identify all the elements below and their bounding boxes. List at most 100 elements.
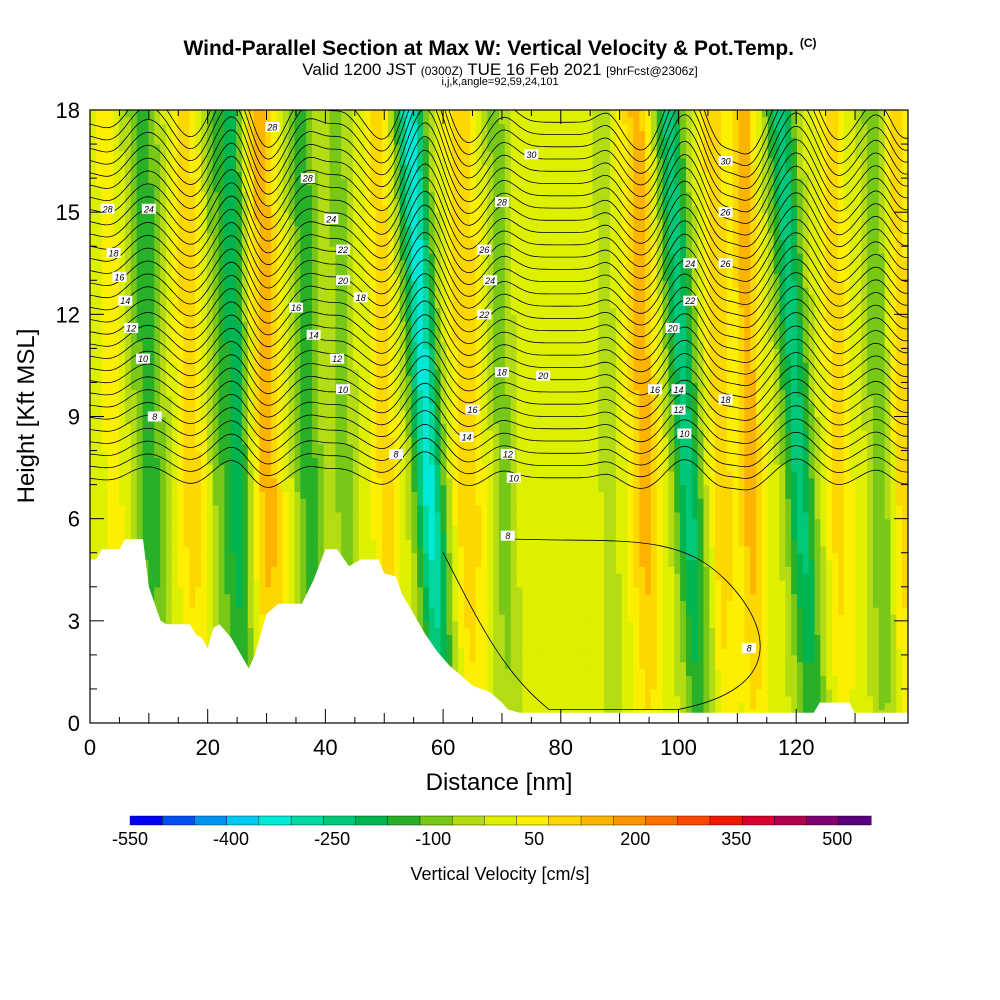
velocity-cell bbox=[300, 157, 307, 166]
velocity-cell bbox=[376, 457, 383, 465]
velocity-cell bbox=[271, 212, 278, 220]
velocity-cell bbox=[323, 464, 331, 472]
velocity-cell bbox=[399, 436, 407, 445]
velocity-cell bbox=[119, 368, 126, 377]
velocity-cell bbox=[393, 253, 401, 261]
velocity-cell bbox=[183, 484, 190, 493]
velocity-cell bbox=[201, 511, 208, 520]
velocity-cell bbox=[247, 539, 255, 547]
velocity-cell bbox=[236, 382, 243, 390]
velocity-cell bbox=[288, 137, 296, 145]
velocity-cell bbox=[387, 470, 395, 479]
velocity-cell bbox=[276, 362, 284, 370]
velocity-cell bbox=[107, 137, 114, 145]
velocity-cell bbox=[399, 130, 407, 138]
velocity-cell bbox=[90, 355, 97, 363]
velocity-cell bbox=[119, 259, 126, 268]
velocity-cell bbox=[160, 579, 167, 588]
velocity-cell bbox=[271, 157, 278, 166]
velocity-cell bbox=[405, 505, 412, 513]
velocity-cell bbox=[265, 327, 272, 336]
velocity-cell bbox=[347, 334, 354, 343]
velocity-cell bbox=[189, 341, 196, 349]
velocity-cell bbox=[241, 464, 249, 472]
velocity-cell bbox=[218, 505, 225, 513]
velocity-cell bbox=[312, 457, 319, 465]
velocity-cell bbox=[376, 450, 383, 458]
velocity-cell bbox=[160, 218, 167, 227]
velocity-cell bbox=[288, 470, 296, 479]
velocity-cell bbox=[259, 559, 266, 567]
velocity-cell bbox=[341, 511, 348, 520]
velocity-cell bbox=[317, 110, 325, 118]
velocity-cell bbox=[312, 130, 319, 138]
velocity-cell bbox=[160, 198, 167, 206]
velocity-cell bbox=[241, 600, 249, 608]
velocity-cell bbox=[405, 409, 412, 418]
velocity-cell bbox=[405, 484, 412, 493]
velocity-cell bbox=[294, 409, 301, 418]
velocity-cell bbox=[253, 334, 261, 343]
velocity-cell bbox=[236, 259, 243, 268]
velocity-cell bbox=[288, 416, 296, 424]
velocity-cell bbox=[142, 389, 150, 397]
velocity-cell bbox=[183, 607, 190, 615]
velocity-cell bbox=[399, 539, 407, 547]
velocity-cell bbox=[189, 375, 196, 384]
velocity-cell bbox=[352, 450, 360, 458]
velocity-cell bbox=[317, 505, 325, 513]
velocity-cell bbox=[382, 396, 389, 404]
velocity-cell bbox=[329, 436, 336, 445]
velocity-cell bbox=[306, 355, 313, 363]
velocity-cell bbox=[341, 491, 348, 499]
velocity-cell bbox=[352, 144, 360, 152]
velocity-cell bbox=[183, 498, 190, 506]
velocity-cell bbox=[300, 314, 307, 322]
velocity-cell bbox=[393, 539, 401, 547]
velocity-cell bbox=[399, 198, 407, 206]
velocity-cell bbox=[347, 246, 354, 254]
velocity-cell bbox=[136, 232, 144, 241]
velocity-cell bbox=[247, 164, 255, 172]
velocity-cell bbox=[352, 123, 360, 132]
velocity-cell bbox=[130, 491, 138, 499]
velocity-cell bbox=[241, 150, 249, 159]
velocity-cell bbox=[148, 164, 155, 172]
velocity-cell bbox=[136, 212, 144, 220]
velocity-cell bbox=[230, 116, 237, 125]
velocity-cell bbox=[271, 511, 278, 520]
velocity-cell bbox=[364, 457, 372, 465]
velocity-cell bbox=[247, 470, 255, 479]
velocity-cell bbox=[148, 368, 155, 377]
velocity-cell bbox=[171, 178, 179, 186]
velocity-cell bbox=[312, 498, 319, 506]
velocity-cell bbox=[224, 477, 231, 486]
velocity-cell bbox=[347, 239, 354, 247]
velocity-cell bbox=[206, 171, 214, 179]
velocity-cell bbox=[183, 355, 190, 363]
velocity-cell bbox=[95, 327, 103, 336]
velocity-cell bbox=[201, 579, 208, 588]
velocity-cell bbox=[189, 498, 196, 506]
velocity-cell bbox=[160, 300, 167, 309]
velocity-cell bbox=[405, 314, 412, 322]
velocity-cell bbox=[171, 266, 179, 275]
velocity-cell bbox=[90, 491, 97, 499]
velocity-cell bbox=[224, 443, 231, 452]
velocity-cell bbox=[393, 116, 401, 125]
velocity-cell bbox=[282, 348, 290, 356]
velocity-cell bbox=[224, 627, 231, 636]
velocity-cell bbox=[294, 198, 301, 206]
velocity-cell bbox=[189, 362, 196, 370]
velocity-cell bbox=[352, 218, 360, 227]
velocity-cell bbox=[113, 164, 120, 172]
velocity-cell bbox=[347, 157, 354, 166]
velocity-cell bbox=[259, 239, 266, 247]
velocity-cell bbox=[160, 157, 167, 166]
velocity-cell bbox=[241, 634, 249, 642]
velocity-cell bbox=[160, 287, 167, 295]
velocity-cell bbox=[411, 545, 418, 554]
velocity-cell bbox=[288, 348, 296, 356]
velocity-cell bbox=[411, 607, 418, 615]
velocity-cell bbox=[364, 368, 372, 377]
